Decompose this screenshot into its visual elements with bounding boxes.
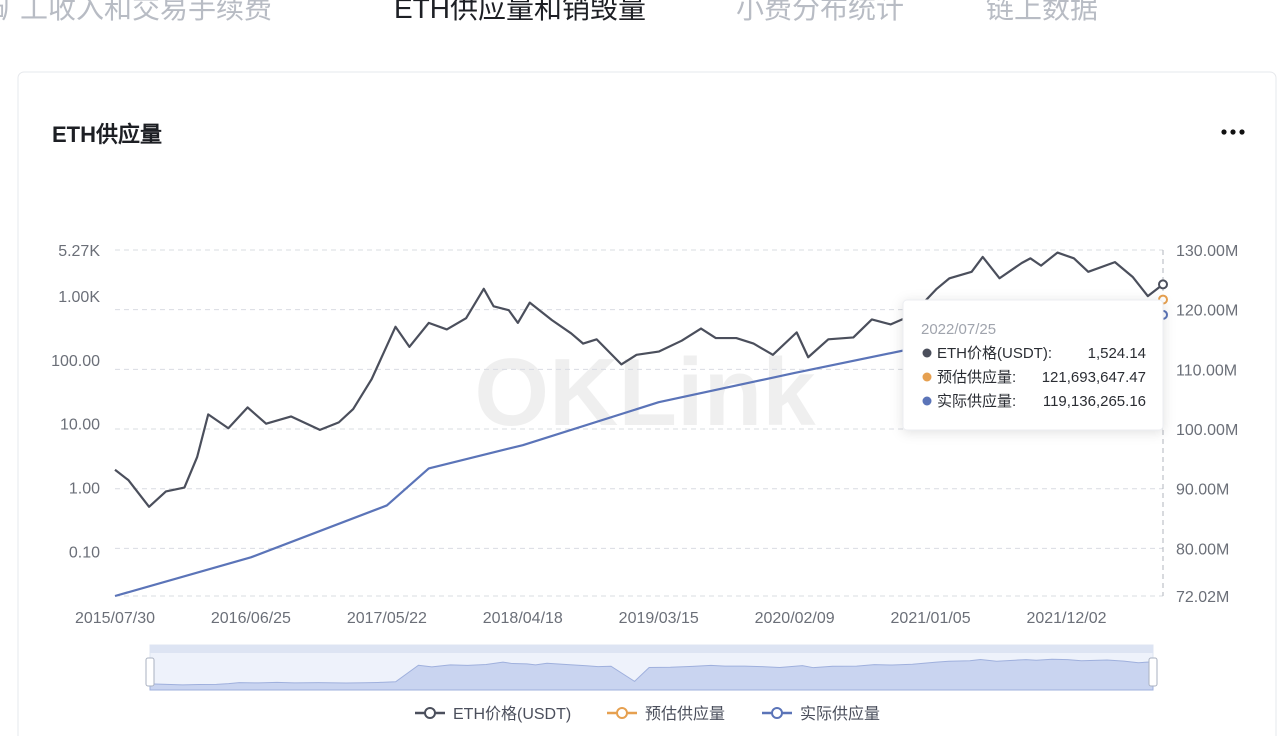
tooltip-dot (922, 396, 932, 406)
tooltip-value: 121,693,647.47 (1042, 369, 1146, 386)
tooltip-label: 预估供应量: (937, 368, 1016, 386)
tab[interactable]: 链上数据 (986, 0, 1098, 24)
y2-tick-label: 130.00M (1176, 243, 1238, 260)
x-tick-label: 2017/05/22 (347, 610, 427, 627)
x-tick-label: 2020/02/09 (755, 610, 835, 627)
y-tick-label: 1.00 (69, 481, 100, 498)
tooltip-dot (922, 372, 932, 382)
y-tick-label: 1.00K (58, 289, 100, 306)
series-line (114, 251, 1164, 508)
y2-tick-label: 110.00M (1176, 362, 1237, 379)
tab[interactable]: 矿工收入和交易手续费 (0, 0, 272, 24)
legend-label[interactable]: ETH价格(USDT) (453, 705, 571, 723)
y2-tick-label: 80.00M (1176, 541, 1229, 558)
series-line (114, 313, 1164, 598)
more-menu[interactable] (1221, 129, 1245, 135)
legend-icon (616, 707, 628, 719)
tooltip-label: ETH价格(USDT): (937, 345, 1052, 362)
y-tick-label: 0.10 (69, 544, 100, 561)
tab[interactable]: ETH供应量和销毁量 (394, 0, 646, 24)
tooltip-label: 实际供应量: (937, 392, 1016, 410)
tooltip-value: 1,524.14 (1088, 345, 1146, 362)
legend-icon (424, 707, 436, 719)
y2-tick-label: 90.00M (1176, 482, 1229, 499)
zoom-handle[interactable] (145, 657, 155, 687)
x-tick-label: 2018/04/18 (483, 610, 563, 627)
y2-tick-label: 72.02M (1176, 589, 1229, 606)
zoom-preview (149, 658, 1154, 691)
zoom-handle[interactable] (1148, 657, 1158, 687)
x-tick-label: 2021/01/05 (891, 610, 971, 627)
x-tick-label: 2015/07/30 (75, 610, 155, 627)
tooltip-dot (922, 348, 932, 358)
tooltip-date: 2022/07/25 (921, 321, 996, 338)
zoom-top-bar[interactable] (150, 645, 1153, 653)
y2-tick-label: 100.00M (1176, 422, 1238, 439)
y2-tick-label: 120.00M (1176, 303, 1238, 320)
watermark: OKLink (474, 339, 816, 446)
y-tick-label: 10.00 (60, 417, 100, 434)
y-tick-label: 100.00 (51, 353, 100, 370)
legend-icon (771, 707, 783, 719)
tab[interactable]: 小费分布统计 (736, 0, 904, 24)
point (1158, 279, 1168, 290)
y-tick-label: 5.27K (58, 243, 100, 260)
tooltip-box (902, 299, 1164, 431)
x-tick-label: 2019/03/15 (619, 610, 699, 627)
x-tick-label: 2021/12/02 (1026, 610, 1106, 627)
legend-label[interactable]: 预估供应量 (645, 704, 725, 723)
x-tick-label: 2016/06/25 (211, 610, 291, 627)
legend-label[interactable]: 实际供应量 (800, 704, 880, 723)
card-title: ETH供应量 (52, 122, 162, 147)
tooltip-value: 119,136,265.16 (1043, 393, 1146, 410)
